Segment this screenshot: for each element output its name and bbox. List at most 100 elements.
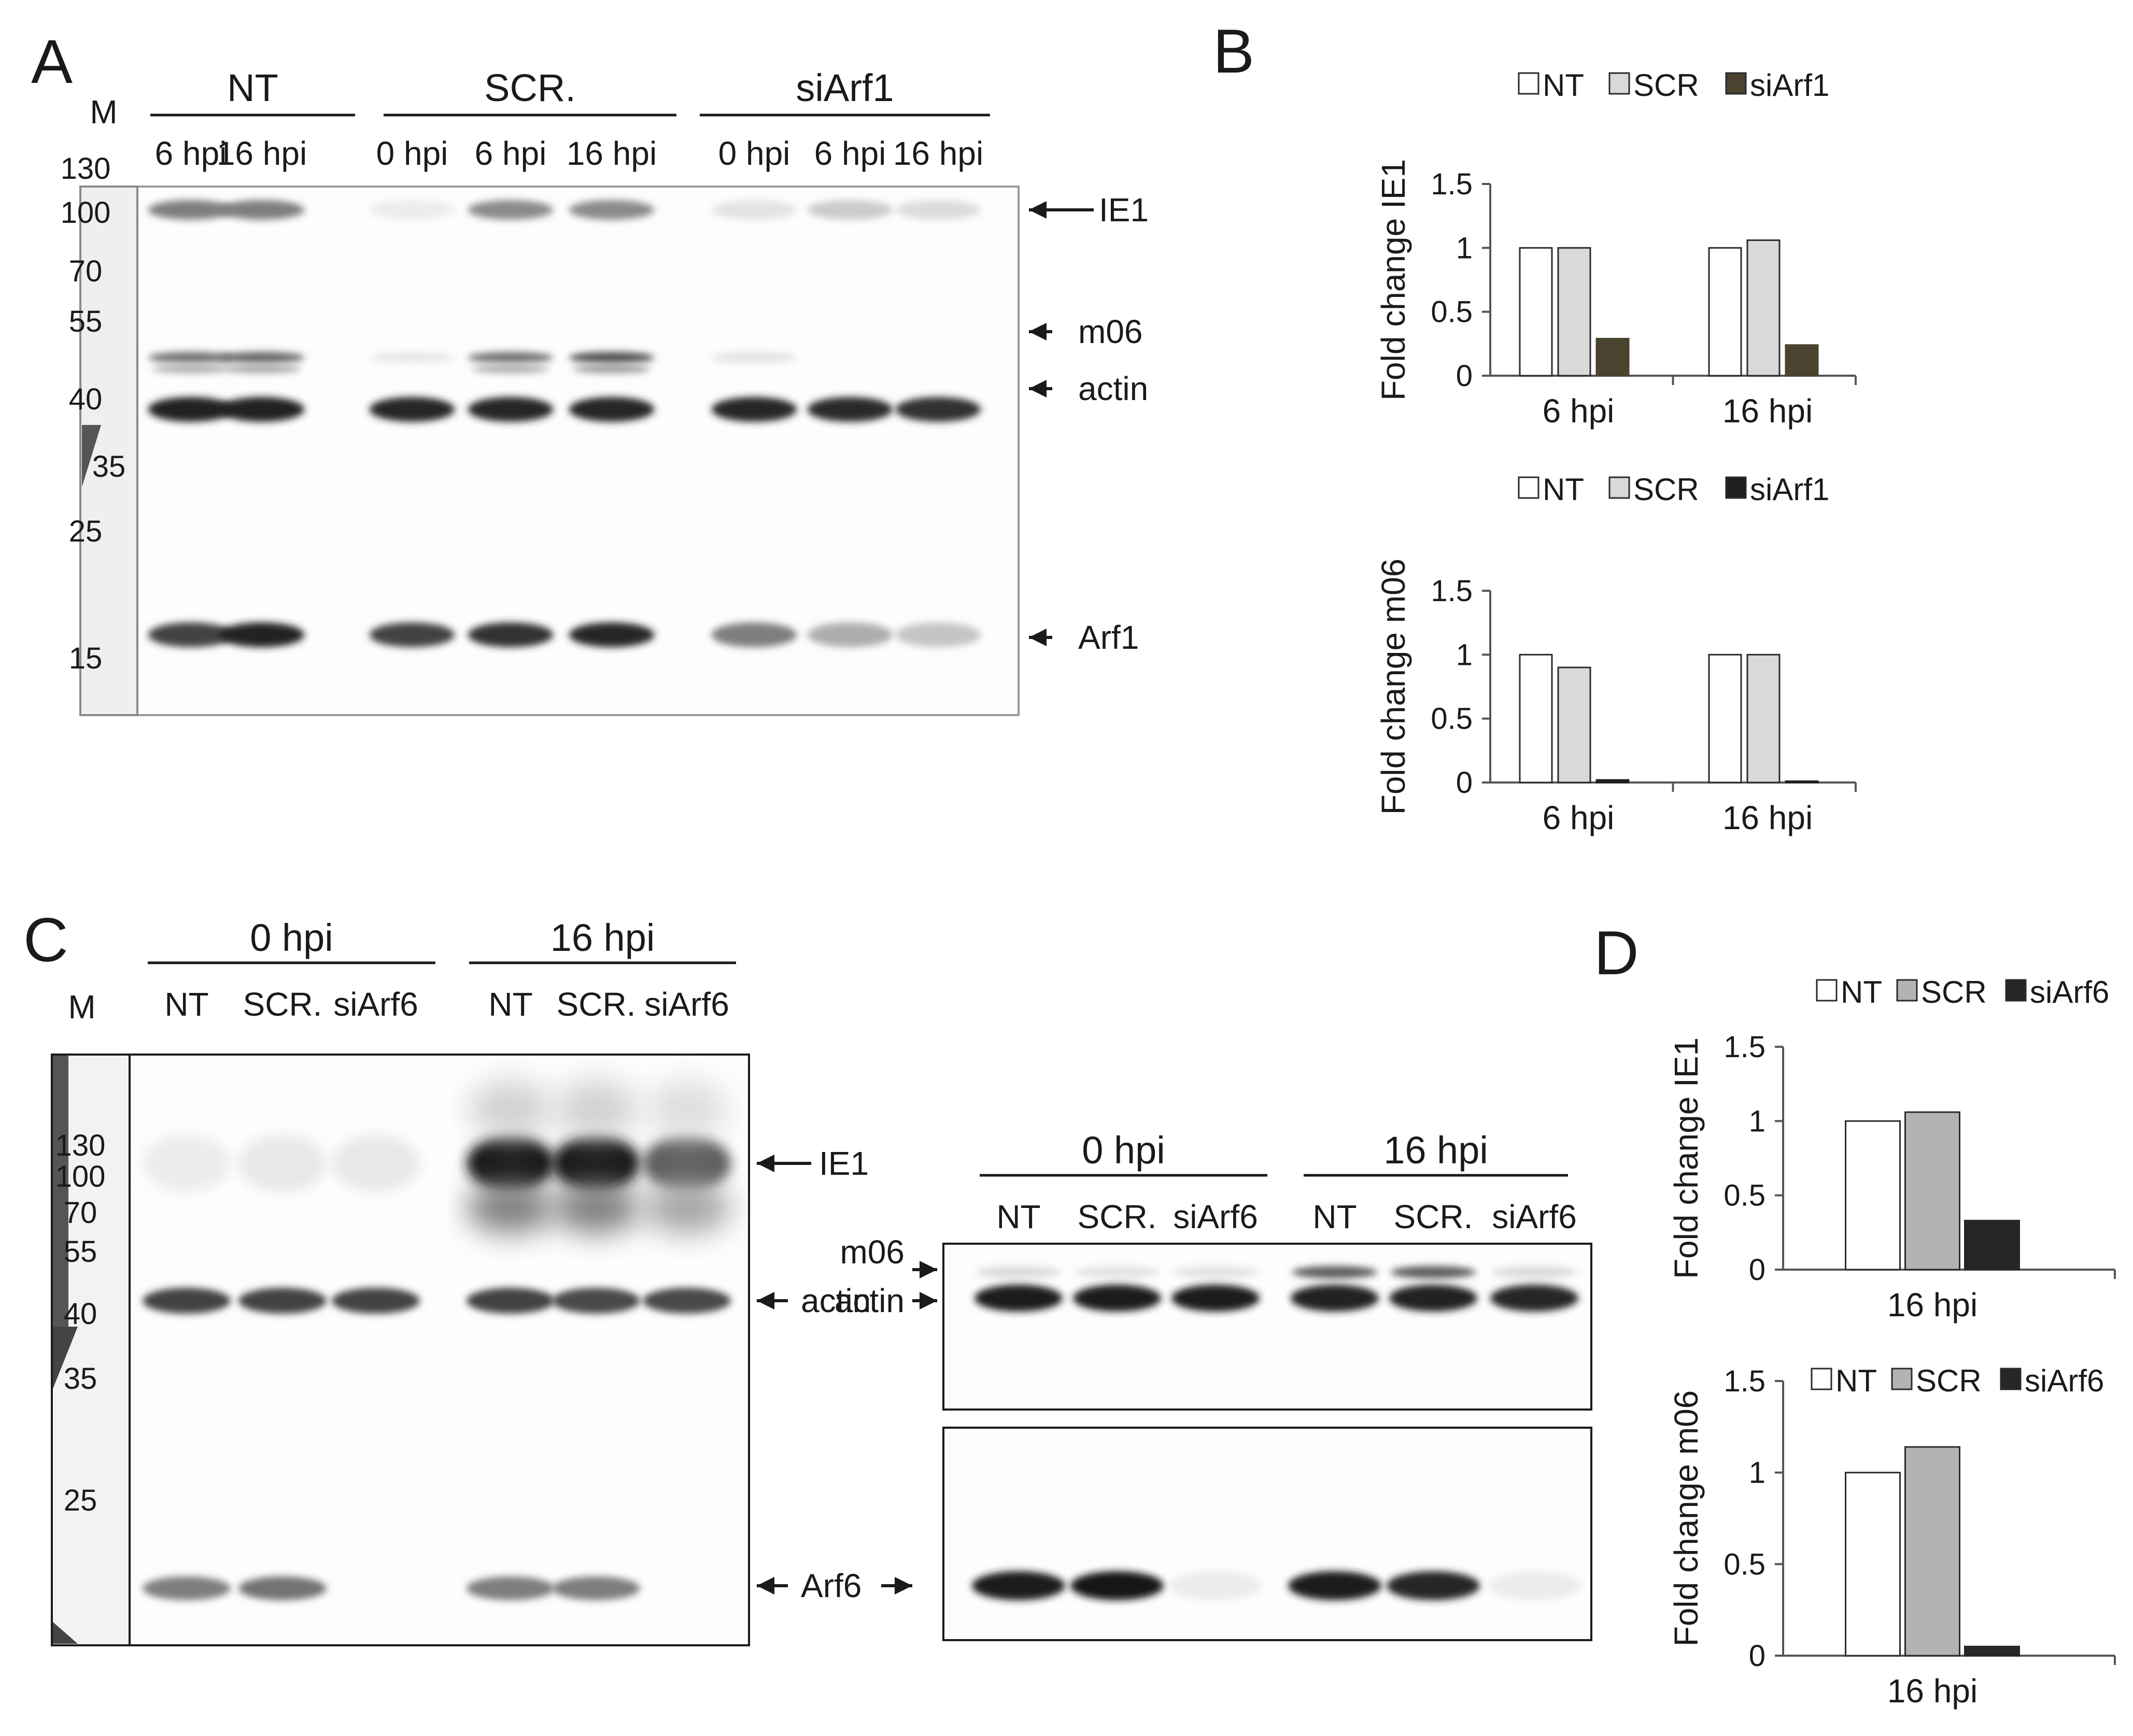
band-C-IE1: [238, 1135, 327, 1192]
band-A-Arf1: [807, 622, 893, 647]
band-A-IE1: [369, 200, 455, 220]
band-C-IE1: [332, 1135, 420, 1192]
marker-wedge-A: [82, 425, 101, 487]
bar-SCR-0: [1904, 1111, 1960, 1271]
band-C-right-m06: [1173, 1266, 1259, 1278]
y-axis-title: Fold change m06: [1375, 559, 1412, 815]
y-tick-label: 0: [1456, 766, 1473, 800]
band-label-C: actin: [801, 1282, 871, 1319]
band-C-IE1: [467, 1135, 555, 1192]
band-C-right-Arf6: [1288, 1571, 1381, 1600]
band-A-Arf1: [219, 622, 305, 647]
lane-label-C-right: SCR.: [1078, 1198, 1157, 1235]
bar-chart-0: 0 0.5 1 1.5 6 hpi 16 hpi Fold change IE1 NT SCR s…: [1375, 68, 1857, 430]
arrow-C-IE1-head: [757, 1155, 774, 1172]
lane-label-A: 16 hpi: [567, 135, 657, 172]
group-header-A-1: SCR.: [484, 66, 576, 109]
bar-siArf1-1: [1785, 780, 1819, 784]
band-C-right-m06: [1292, 1266, 1378, 1278]
band-A-Arf1: [895, 622, 981, 647]
band-A-m06: [219, 352, 305, 363]
legend-swatch-SCR: [1608, 72, 1630, 95]
marker-value-A: 40: [69, 382, 103, 416]
lane-label-C-right: NT: [996, 1198, 1040, 1235]
group-header-C-0: 0 hpi: [250, 916, 333, 959]
marker-value-C: 25: [64, 1484, 97, 1517]
band-C-IE1-smear: [552, 1182, 640, 1233]
legend-label: NT: [1543, 472, 1584, 507]
arrow-C-right-Arf6-head: [895, 1577, 912, 1595]
y-tick-label: 0: [1456, 359, 1473, 393]
y-tick-label: 0: [1749, 1253, 1765, 1287]
band-C-IE1-halo: [469, 1080, 552, 1137]
y-tick-label: 1: [1456, 231, 1473, 265]
legend-swatch-NT: [1811, 1368, 1832, 1390]
marker-ladder-C: [53, 1056, 68, 1346]
marker-header-A: M: [90, 93, 117, 131]
band-A-actin: [807, 397, 893, 422]
bar-siArf6-0: [1964, 1219, 2020, 1271]
band-A-m06-lower: [223, 365, 301, 373]
lane-label-A: 6 hpi: [475, 135, 547, 172]
marker-value-A: 35: [92, 450, 126, 483]
band-C-Arf6: [238, 1576, 327, 1600]
band-C-right-actin: [1171, 1285, 1260, 1312]
band-C-right-m06: [1491, 1266, 1577, 1278]
lane-label-A: 16 hpi: [217, 135, 307, 172]
legend-label: siArf6: [2025, 1363, 2104, 1398]
marker-value-C: 100: [55, 1160, 106, 1193]
lane-label-C: NT: [164, 986, 208, 1023]
arrow-A-Arf1-head: [1029, 629, 1047, 646]
band-C-IE1-halo: [645, 1080, 728, 1137]
band-C-actin: [643, 1288, 731, 1314]
marker-value-A: 25: [69, 515, 103, 548]
band-A-m06: [569, 352, 655, 363]
marker-value-A: 15: [69, 642, 103, 675]
arrow-C-right-actin-head: [920, 1292, 937, 1310]
band-C-Arf6: [143, 1576, 231, 1600]
band-C-IE1-smear: [467, 1182, 555, 1233]
bar-chart-1: 0 0.5 1 1.5 6 hpi 16 hpi Fold change m06 NT SCR s…: [1375, 472, 1857, 836]
x-tick-label: 16 hpi: [1887, 1672, 1977, 1710]
lane-label-C: siArf6: [333, 986, 418, 1023]
bar-SCR-0: [1557, 666, 1591, 784]
band-label-A: Arf1: [1078, 619, 1139, 656]
band-A-IE1: [711, 200, 797, 220]
band-C-right-Arf6: [1070, 1571, 1164, 1600]
marker-value-C: 70: [64, 1196, 97, 1230]
panel-letter-D: D: [1594, 918, 1639, 988]
bar-siArf6-0: [1964, 1645, 2020, 1657]
bar-chart-3: 0 0.5 1 1.5 16 hpi Fold change m06 NT SCR siArf6: [1668, 1363, 2116, 1710]
legend-label: NT: [1543, 68, 1584, 103]
band-A-actin: [369, 397, 455, 422]
legend-swatch-siArf6: [2000, 1368, 2022, 1390]
bar-NT-0: [1519, 247, 1553, 377]
band-A-IE1: [148, 200, 234, 220]
bar-SCR-0: [1904, 1446, 1960, 1657]
y-axis-title: Fold change IE1: [1668, 1037, 1705, 1279]
marker-value-A: 100: [61, 196, 111, 230]
bar-SCR-1: [1746, 239, 1781, 377]
legend-label: SCR: [1921, 975, 1987, 1009]
band-C-actin: [552, 1288, 640, 1314]
legend-label: NT: [1835, 1363, 1877, 1398]
band-C-right-Arf6: [1387, 1571, 1480, 1600]
band-A-actin: [711, 397, 797, 422]
lane-label-C-right: SCR.: [1394, 1198, 1473, 1235]
lane-label-A: 0 hpi: [376, 135, 448, 172]
group-header-C-1: 16 hpi: [550, 916, 655, 959]
panel-letter-C: C: [23, 905, 68, 975]
band-label-C: IE1: [819, 1145, 869, 1182]
group-header-A-2: siArf1: [796, 66, 894, 109]
x-tick-label: 16 hpi: [1887, 1286, 1977, 1324]
arrow-A-IE1-head: [1029, 201, 1047, 219]
legend-label: SCR: [1633, 68, 1699, 103]
band-A-IE1: [219, 200, 305, 220]
band-label-C-right: actin: [835, 1282, 905, 1319]
bar-NT-0: [1845, 1120, 1901, 1271]
band-C-right-actin: [1291, 1285, 1379, 1312]
y-tick-label: 0.5: [1431, 702, 1473, 736]
band-A-m06: [711, 352, 797, 363]
x-tick-label: 16 hpi: [1722, 799, 1813, 836]
